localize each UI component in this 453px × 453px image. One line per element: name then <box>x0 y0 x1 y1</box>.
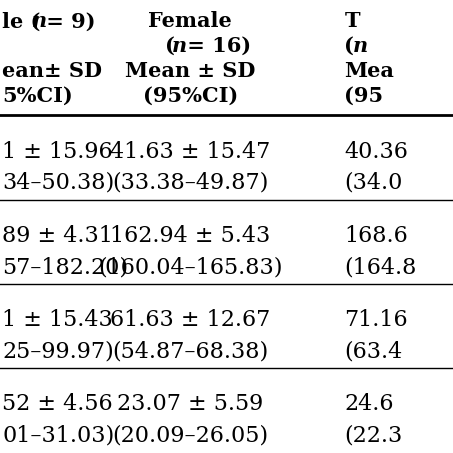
Text: 5%CI): 5%CI) <box>2 86 73 106</box>
Text: Mea: Mea <box>344 61 394 81</box>
Text: le (: le ( <box>2 11 41 31</box>
Text: n: n <box>172 36 187 56</box>
Text: 41.63 ± 15.47: 41.63 ± 15.47 <box>110 140 270 163</box>
Text: 162.94 ± 5.43: 162.94 ± 5.43 <box>110 225 270 247</box>
Text: = 9): = 9) <box>39 11 96 31</box>
Text: (54.87–68.38): (54.87–68.38) <box>112 340 268 362</box>
Text: (33.38–49.87): (33.38–49.87) <box>112 172 269 194</box>
Text: 61.63 ± 12.67: 61.63 ± 12.67 <box>110 309 270 331</box>
Text: ean± SD: ean± SD <box>2 61 102 81</box>
Text: 89 ± 4.31: 89 ± 4.31 <box>2 225 113 247</box>
Text: (20.09–26.05): (20.09–26.05) <box>112 424 268 447</box>
Text: (95%CI): (95%CI) <box>143 86 238 106</box>
Text: 24.6: 24.6 <box>344 394 394 415</box>
Text: 52 ± 4.56: 52 ± 4.56 <box>2 394 113 415</box>
Text: 01–31.03): 01–31.03) <box>2 424 115 447</box>
Text: = 16): = 16) <box>180 36 251 56</box>
Text: (160.04–165.83): (160.04–165.83) <box>98 256 283 278</box>
Text: (63.4: (63.4 <box>344 340 403 362</box>
Text: 25–99.97): 25–99.97) <box>2 340 114 362</box>
Text: n: n <box>32 11 47 31</box>
Text: 57–182.20): 57–182.20) <box>2 256 128 278</box>
Text: T: T <box>344 11 360 31</box>
Text: (: ( <box>344 36 354 56</box>
Text: (34.0: (34.0 <box>344 172 403 194</box>
Text: 34–50.38): 34–50.38) <box>2 172 115 194</box>
Text: (164.8: (164.8 <box>344 256 417 278</box>
Text: 23.07 ± 5.59: 23.07 ± 5.59 <box>117 394 263 415</box>
Text: 40.36: 40.36 <box>344 140 408 163</box>
Text: 168.6: 168.6 <box>344 225 408 247</box>
Text: (95: (95 <box>344 86 383 106</box>
Text: 1 ± 15.96: 1 ± 15.96 <box>2 140 113 163</box>
Text: 71.16: 71.16 <box>344 309 408 331</box>
Text: (: ( <box>165 36 175 56</box>
Text: Female: Female <box>149 11 232 31</box>
Text: n: n <box>352 36 367 56</box>
Text: 1 ± 15.43: 1 ± 15.43 <box>2 309 113 331</box>
Text: (22.3: (22.3 <box>344 424 403 447</box>
Text: Mean ± SD: Mean ± SD <box>125 61 255 81</box>
